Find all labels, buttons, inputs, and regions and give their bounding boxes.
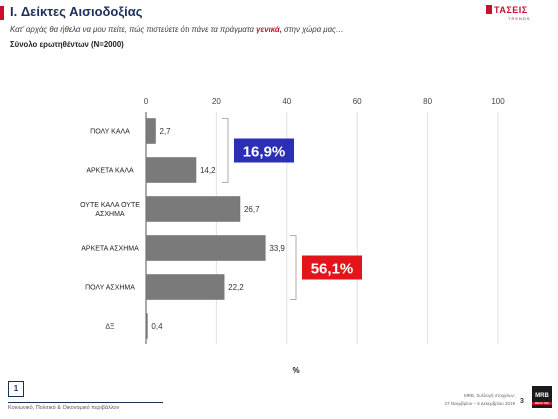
category-label-line: ΑΡΚΕΤΑ ΑΣΧΗΜΑ xyxy=(81,246,139,253)
value-label: 26,7 xyxy=(244,205,260,214)
category-label-line: ΑΡΚΕΤΑ ΚΑΛΑ xyxy=(86,168,134,175)
category-label: ΠΟΛΥ ΑΣΧΗΜΑ xyxy=(85,285,135,292)
x-tick-label: 100 xyxy=(491,97,505,106)
bar xyxy=(145,118,156,144)
category-label: ΔΞ xyxy=(105,324,115,331)
value-label: 33,9 xyxy=(269,244,285,253)
x-tick-label: 60 xyxy=(353,97,362,106)
value-labels: 2,7 14,2 26,7 33,9 22,2 0,4 xyxy=(151,127,285,331)
total-box xyxy=(234,138,294,163)
category-labels: ΠΟΛΥ ΚΑΛΑ ΑΡΚΕΤΑ ΚΑΛΑ ΟΥΤΕ ΚΑΛΑ ΟΥΤΕ ΑΣΧΗΜΑ… xyxy=(80,129,140,331)
x-tick-label: 80 xyxy=(423,97,432,106)
section-number-box: 1 xyxy=(8,381,24,397)
mrb-logo-sub: RELIA YOU xyxy=(532,402,552,405)
bar xyxy=(145,196,241,222)
mrb-logo-text: MRB xyxy=(535,393,549,399)
value-label: 0,4 xyxy=(151,322,163,331)
tasis-logo: ΤΑΣΕΙΣ TRENDS xyxy=(486,4,546,26)
category-label: ΟΥΤΕ ΚΑΛΑ ΟΥΤΕ ΑΣΧΗΜΑ xyxy=(80,202,140,218)
question-text: Κατ’ αρχάς θα ήθελα να μου πείτε, πώς πι… xyxy=(10,25,344,34)
category-label-line: ΑΣΧΗΜΑ xyxy=(95,211,125,218)
footer-dates: 27 Νοεμβρίου – 5 Δεκεμβρίου 2019 xyxy=(444,401,515,406)
chart-bars xyxy=(145,118,266,339)
bar xyxy=(145,274,225,300)
logo-word: ΤΑΣΕΙΣ xyxy=(494,5,528,15)
page-title: I. Δείκτες Αισιοδοξίας xyxy=(10,4,143,19)
x-axis-label: % xyxy=(292,366,299,375)
value-label: 2,7 xyxy=(160,127,172,136)
total-box xyxy=(302,255,362,280)
category-label-line: ΠΟΛΥ ΚΑΛΑ xyxy=(90,129,130,136)
x-tick-label: 40 xyxy=(282,97,291,106)
footer-divider xyxy=(8,402,163,403)
bar xyxy=(145,313,148,339)
category-label-line: ΔΞ xyxy=(105,324,115,331)
bar xyxy=(145,157,197,183)
bracket-line xyxy=(290,235,297,300)
logo-mark-icon xyxy=(486,5,492,14)
total-label: 56,1% xyxy=(311,261,354,278)
x-tick-label: 20 xyxy=(212,97,221,106)
page-number: 3 xyxy=(520,398,524,405)
bracket-line xyxy=(222,118,229,183)
category-label-line: ΟΥΤΕ ΚΑΛΑ ΟΥΤΕ xyxy=(80,202,140,209)
sample-base: Σύνολο ερωτηθέντων (N=2000) xyxy=(10,40,124,49)
group-brackets: 16,9% 56,1% xyxy=(222,118,362,300)
bar xyxy=(145,235,266,261)
question-text-post: στην χώρα μας… xyxy=(281,25,344,34)
value-label: 22,2 xyxy=(228,283,244,292)
chart-grid xyxy=(145,112,499,344)
value-label: 14,2 xyxy=(200,166,216,175)
title-accent-bar xyxy=(0,6,4,20)
mrb-logo: MRB RELIA YOU xyxy=(532,386,552,408)
category-label: ΑΡΚΕΤΑ ΑΣΧΗΜΑ xyxy=(81,246,139,253)
x-tick-label: 0 xyxy=(144,97,149,106)
footer-section-title: Κοινωνικό, Πολιτικό & Οικονομικό περιβάλ… xyxy=(8,405,120,411)
question-text-highlight: γενικά, xyxy=(256,25,282,34)
logo-subword: TRENDS xyxy=(508,16,531,21)
category-label-line: ΠΟΛΥ ΑΣΧΗΜΑ xyxy=(85,285,135,292)
x-axis-ticks: 0 20 40 60 80 100 xyxy=(144,97,505,106)
total-label: 16,9% xyxy=(243,144,286,161)
question-text-pre: Κατ’ αρχάς θα ήθελα να μου πείτε, πώς πι… xyxy=(10,25,257,34)
category-label: ΠΟΛΥ ΚΑΛΑ xyxy=(90,129,130,136)
footer-source: MRB, Συλλογή στοιχείων: xyxy=(463,393,515,398)
category-label: ΑΡΚΕΤΑ ΚΑΛΑ xyxy=(86,168,134,175)
